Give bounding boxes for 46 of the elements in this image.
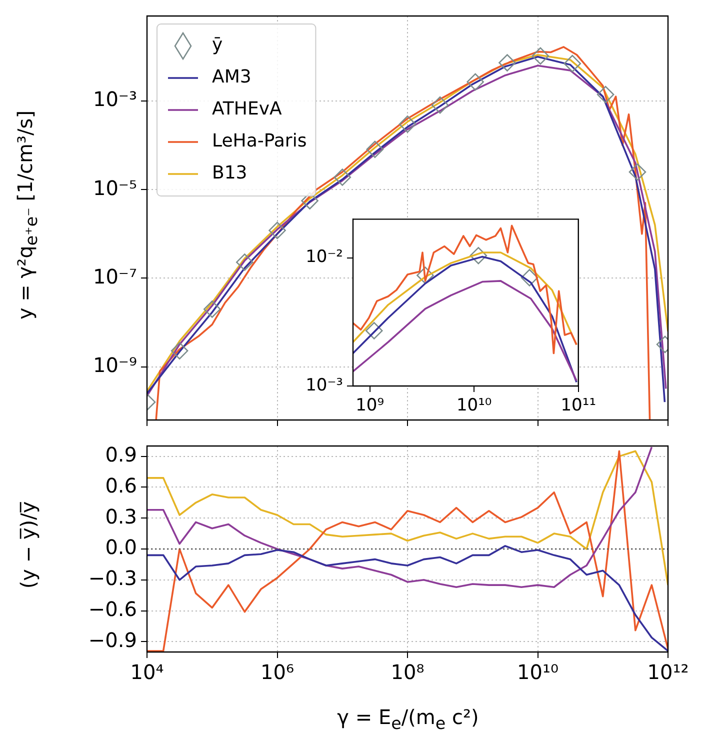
x-tick-label: 10⁴ bbox=[130, 660, 164, 684]
legend-label: B13 bbox=[212, 162, 248, 184]
point bbox=[532, 47, 550, 65]
y-tick-label: −0.3 bbox=[88, 566, 137, 590]
y-tick-label: 0.6 bbox=[105, 473, 137, 498]
y-tick-label: 10⁻³ bbox=[306, 375, 343, 396]
x-tick-label: 10⁹ bbox=[356, 396, 384, 416]
y-tick-label: −0.6 bbox=[88, 597, 137, 622]
point bbox=[366, 140, 384, 158]
point bbox=[365, 322, 383, 340]
y-tick-label: 10⁻⁵ bbox=[92, 176, 137, 200]
point bbox=[466, 73, 484, 91]
point bbox=[596, 86, 614, 104]
y-tick-label: 10⁻³ bbox=[92, 87, 137, 112]
x-tick-label: 10¹⁰ bbox=[517, 660, 558, 684]
legend-label: LeHa-Paris bbox=[212, 130, 307, 152]
y-tick-label: 10⁻⁹ bbox=[92, 353, 137, 378]
y-tick-label: −0.9 bbox=[88, 628, 137, 652]
point bbox=[334, 168, 352, 186]
point bbox=[236, 254, 254, 271]
legend-label: ATHEvA bbox=[212, 98, 282, 120]
legend-label: ȳ bbox=[212, 34, 223, 56]
point bbox=[170, 342, 188, 360]
x-tick-label: 10¹¹ bbox=[560, 396, 596, 416]
x-tick-label: 10¹² bbox=[647, 660, 689, 684]
x-tick-label: 10⁶ bbox=[260, 660, 294, 684]
legend-label: AM3 bbox=[212, 66, 252, 88]
point bbox=[628, 163, 646, 181]
point bbox=[431, 96, 449, 114]
point bbox=[203, 300, 221, 318]
point bbox=[564, 54, 582, 72]
x-tick-label: 10⁸ bbox=[390, 660, 424, 684]
x-axis-title: γ = E$_{e}$/(m$_{e}$ c²) bbox=[337, 705, 479, 734]
point bbox=[470, 246, 488, 264]
y-tick-label: 0.9 bbox=[105, 442, 137, 467]
y-tick-label: 0.3 bbox=[105, 504, 137, 528]
point bbox=[398, 116, 416, 133]
point bbox=[268, 222, 286, 240]
y-tick-label: 0.0 bbox=[105, 535, 137, 560]
point bbox=[520, 269, 538, 286]
point bbox=[498, 54, 516, 72]
y-tick-label: 10⁻⁷ bbox=[92, 264, 137, 288]
x-tick-label: 10¹⁰ bbox=[456, 396, 492, 416]
y-axis-title: (y − y̅)/y̅ bbox=[16, 501, 40, 589]
point bbox=[416, 266, 434, 284]
y-tick-label: 10⁻² bbox=[306, 247, 343, 268]
